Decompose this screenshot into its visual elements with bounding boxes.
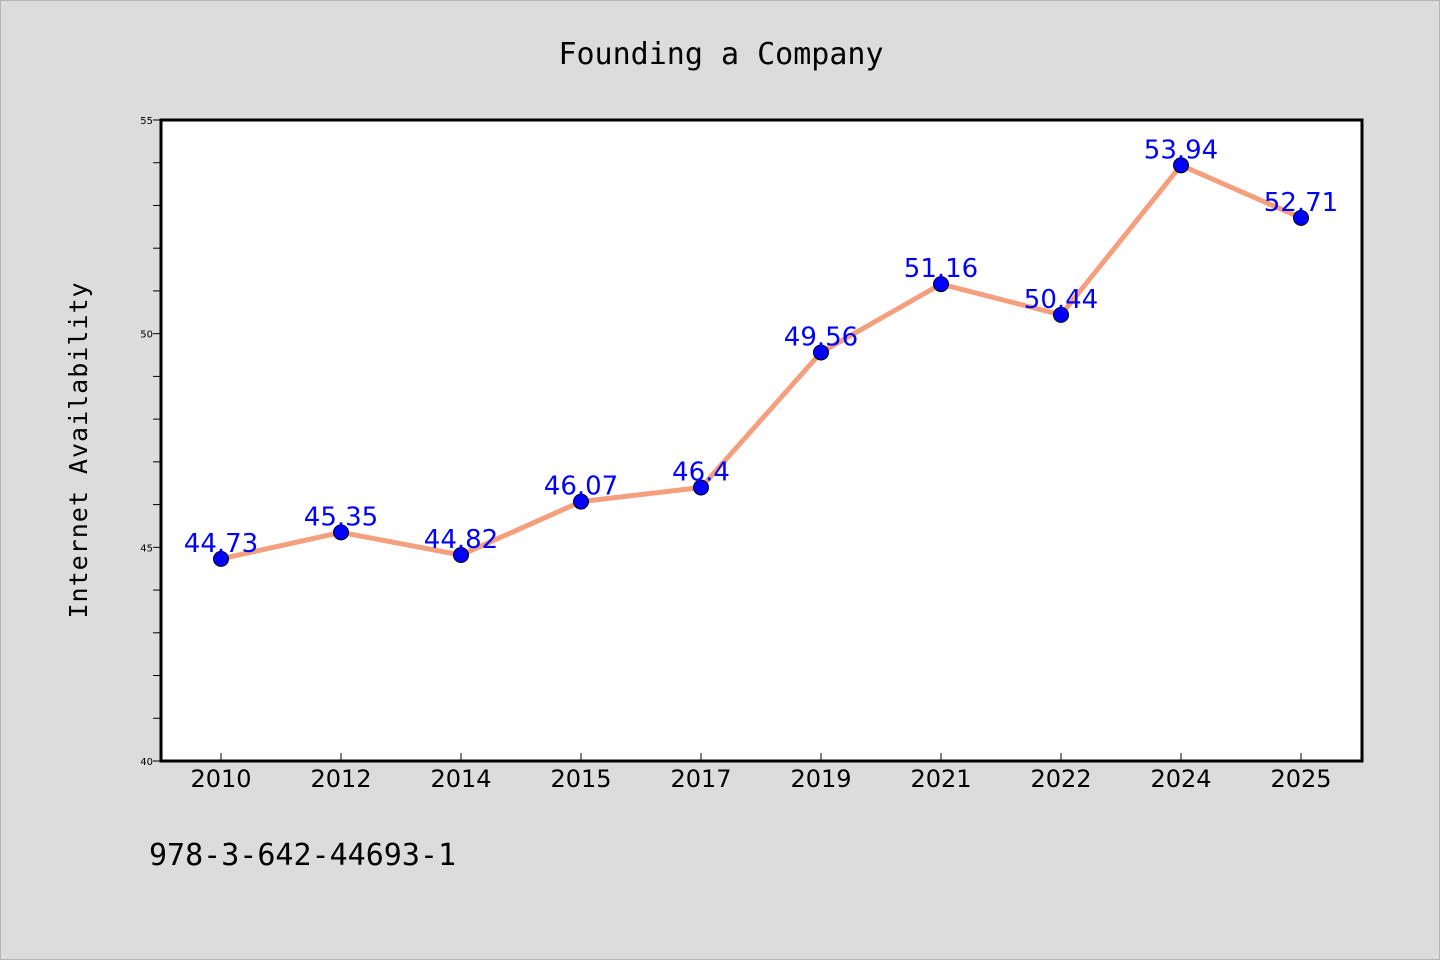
- x-tick-label: 2017: [670, 765, 731, 793]
- x-tick-label: 2014: [430, 765, 491, 793]
- data-point: [693, 479, 709, 496]
- x-tick-label: 2012: [310, 765, 371, 793]
- data-point: [213, 550, 229, 567]
- data-point: [813, 344, 829, 361]
- data-label: 45.35: [304, 502, 378, 532]
- data-point: [1293, 209, 1309, 226]
- y-tick-label: 55: [140, 116, 153, 127]
- chart-title: Founding a Company: [558, 37, 883, 72]
- data-labels: 44.73 45.35 44.82 46.07 46.4 49.56 51.16 50.44 5…: [184, 135, 1338, 559]
- plot-area: [159, 118, 1364, 763]
- data-label: 51.16: [904, 254, 978, 284]
- x-tick-label: 2025: [1270, 765, 1331, 793]
- x-tick-label: 2019: [790, 765, 851, 793]
- data-label: 52.71: [1264, 188, 1338, 218]
- data-point: [1173, 157, 1189, 174]
- data-label: 53.94: [1144, 135, 1218, 165]
- x-tick-label: 2024: [1150, 765, 1211, 793]
- data-label: 49.56: [784, 322, 858, 352]
- data-series: [213, 157, 1309, 567]
- x-axis: 2010 2012 2014 2015 2017 2019 2021 2022 2024 2025: [190, 753, 1332, 793]
- data-point: [333, 524, 349, 541]
- data-point: [933, 276, 949, 293]
- data-label: 46.4: [672, 458, 730, 488]
- x-tick-label: 2022: [1030, 765, 1091, 793]
- data-point: [1053, 306, 1069, 323]
- x-tick-label: 2021: [910, 765, 971, 793]
- data-point: [453, 547, 469, 564]
- data-label: 44.82: [424, 525, 498, 555]
- y-axis-label: Internet Availability: [64, 281, 93, 618]
- y-axis: 40 45 50 55: [140, 116, 161, 768]
- y-tick-label: 40: [140, 757, 153, 768]
- data-label: 50.44: [1024, 285, 1098, 315]
- y-tick-label: 50: [140, 330, 153, 341]
- data-label: 44.73: [184, 529, 258, 559]
- data-point: [573, 493, 589, 510]
- data-label: 46.07: [544, 472, 618, 502]
- x-tick-label: 2010: [190, 765, 251, 793]
- x-tick-label: 2015: [550, 765, 611, 793]
- series-line: [218, 162, 1304, 562]
- isbn-footer: 978-3-642-44693-1: [149, 838, 456, 873]
- y-tick-label: 45: [140, 543, 153, 554]
